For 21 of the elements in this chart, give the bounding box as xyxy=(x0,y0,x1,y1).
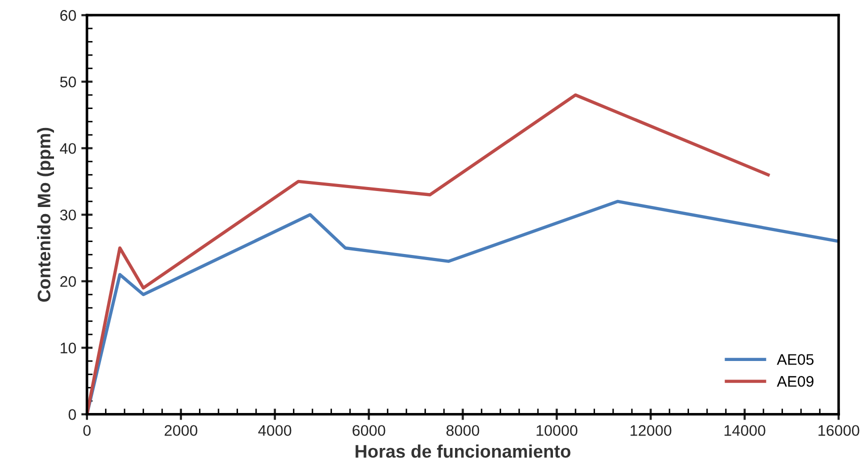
x-tick-label: 10000 xyxy=(536,425,578,436)
x-tick-label: 2000 xyxy=(164,425,198,436)
x-tick-label: 16000 xyxy=(818,425,860,436)
legend-label: AE09 xyxy=(776,376,814,387)
y-tick-label: 30 xyxy=(60,210,76,220)
x-axis-title: Horas de funcionamiento xyxy=(356,444,570,458)
x-tick-label: 14000 xyxy=(724,425,766,436)
y-tick-label: 40 xyxy=(60,143,76,154)
x-tick-label: 12000 xyxy=(630,425,672,436)
x-tick-label: 8000 xyxy=(446,425,480,436)
x-tick-label: 6000 xyxy=(352,425,386,436)
x-tick-label: 4000 xyxy=(258,425,292,436)
x-tick-label: 0 xyxy=(83,425,91,436)
y-tick-label: 60 xyxy=(60,10,76,21)
y-axis-title: Contenido Mo (ppm) xyxy=(37,128,54,302)
y-tick-label: 20 xyxy=(60,276,76,287)
y-tick-label: 50 xyxy=(60,76,76,88)
legend-label: AE05 xyxy=(776,354,814,365)
line-series xyxy=(86,93,770,414)
y-tick-label: 0 xyxy=(68,409,76,420)
y-tick-label: 10 xyxy=(60,342,76,354)
